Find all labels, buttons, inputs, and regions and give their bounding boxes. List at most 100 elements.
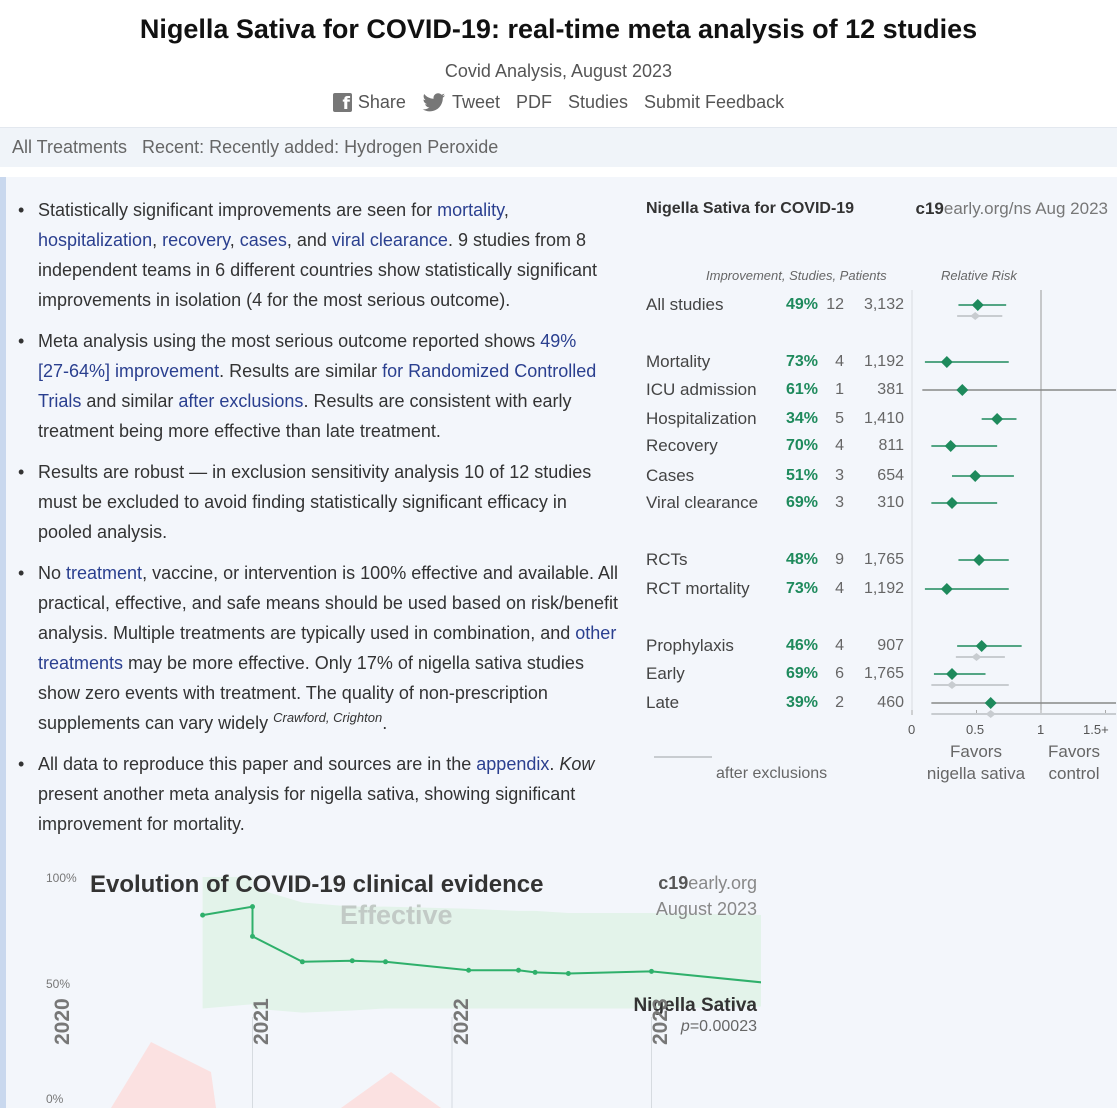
forest-svg (654, 290, 1116, 758)
year-2021: 2021 (250, 998, 273, 1045)
forest-plot: Nigella Sativa for COVID-19 c19early.org… (646, 195, 1116, 783)
forest-row-studies: 12 (826, 296, 844, 313)
series-point-7 (516, 967, 521, 973)
link-treatment[interactable]: treatment (66, 563, 143, 583)
bullet-significant-improvements: Statistically significant improvements a… (16, 195, 621, 315)
forest-row-label[interactable]: Late (646, 693, 680, 712)
year-2023: 2023 (649, 998, 672, 1045)
all-treatments-link[interactable]: All Treatments (12, 137, 128, 157)
link-rct[interactable]: for Randomized Controlled Trials (38, 361, 597, 411)
series-point-4 (349, 958, 355, 964)
page-header: Nigella Sativa for COVID-19: real-time m… (0, 0, 1117, 127)
studies-link[interactable]: Studies (567, 92, 629, 112)
ineffective-region (111, 1042, 216, 1108)
forest-row-label[interactable]: RCTs (646, 550, 688, 569)
evolution-title: Evolution of COVID-19 clinical evidence (90, 871, 544, 898)
bullet-text: No (38, 563, 67, 583)
tweet-button[interactable]: Tweet (422, 92, 500, 113)
forest-row-label[interactable]: RCT mortality (646, 579, 750, 598)
excl-point-11 (985, 710, 996, 718)
kow-reference[interactable]: Kow (559, 754, 595, 774)
bullet-text: Statistically significant improvements a… (38, 200, 438, 220)
forest-site[interactable]: c19early.org/ns Aug 2023 (915, 199, 1108, 219)
bullet-text: and similar (81, 391, 179, 411)
favors-right-2: control (1048, 764, 1100, 783)
twitter-icon (422, 92, 446, 111)
forest-row-label[interactable]: Viral clearance (646, 493, 759, 512)
excl-point-10 (946, 681, 957, 689)
series-line (202, 905, 761, 984)
citation[interactable]: Crawford, Crighton (273, 710, 383, 725)
bullet-robustness: Results are robust — in exclusion sensit… (16, 457, 621, 547)
point-estimate-9 (975, 640, 988, 652)
forest-row-label[interactable]: Mortality (646, 352, 711, 371)
point-estimate-11 (984, 697, 997, 709)
forest-row-improvement: 39% (786, 694, 819, 711)
submit-feedback-link[interactable]: Submit Feedback (644, 92, 785, 112)
forest-row-label[interactable]: Cases (646, 466, 695, 485)
forest-row-patients: 907 (877, 637, 904, 654)
forest-row-patients: 1,765 (863, 551, 904, 568)
excl-point-9 (971, 653, 982, 661)
forest-row-label[interactable]: All studies (646, 295, 724, 314)
forest-row-label[interactable]: Early (646, 664, 685, 683)
abstract-section: Statistically significant improvements a… (0, 177, 1117, 1108)
link-cases[interactable]: cases (239, 230, 287, 250)
forest-row-label[interactable]: ICU admission (646, 380, 757, 399)
confidence-band (202, 877, 761, 1013)
link-improvement[interactable]: 49% [27‑64%] improvement (38, 331, 577, 381)
link-mortality[interactable]: mortality (437, 200, 504, 220)
forest-row-improvement: 69% (786, 665, 819, 682)
link-after-exclusions[interactable]: after exclusions (178, 391, 304, 411)
favors-left-1: Favors (950, 742, 1002, 761)
series-point-2 (250, 933, 255, 939)
link-recovery[interactable]: recovery (162, 230, 230, 250)
evo-site-bold: c19 (658, 873, 689, 893)
forest-row-label[interactable]: Hospitalization (646, 409, 757, 428)
forest-row-patients: 381 (877, 381, 904, 398)
forest-row-improvement: 61% (786, 381, 819, 398)
facebook-icon (332, 93, 352, 114)
series-point-10 (649, 968, 654, 974)
recent-link[interactable]: Recent: Recently added: Hydrogen Peroxid… (142, 137, 499, 157)
bullet-text: Results are robust — in exclusion sensit… (38, 462, 592, 542)
forest-row-studies: 3 (835, 494, 844, 511)
evo-site-rest: early.org (688, 873, 757, 893)
bullet-text: . 9 studies from 8 independent teams in … (38, 230, 597, 310)
point-estimate-7 (973, 554, 986, 566)
page-subtitle: Covid Analysis, August 2023 (444, 61, 673, 81)
forest-row-improvement: 73% (786, 580, 819, 597)
point-estimate-1 (940, 356, 953, 368)
point-estimate-0 (971, 299, 984, 311)
forest-title: Nigella Sativa for COVID-19 (646, 200, 855, 217)
y-label-100: 100% (46, 871, 77, 885)
pdf-link[interactable]: PDF (515, 92, 552, 112)
col-head-left: Improvement, Studies, Patients (706, 268, 887, 283)
favors-control-label: Favors control (1034, 741, 1114, 785)
link-other-treatments[interactable]: other treatments (38, 623, 617, 673)
link-hospitalization[interactable]: hospitalization (38, 230, 153, 250)
p-number: =0.00023 (689, 1018, 757, 1035)
bullet-text: Meta analysis using the most serious out… (38, 331, 541, 351)
forest-row-studies: 4 (835, 437, 844, 454)
bullet-text: . Results are similar (219, 361, 383, 381)
share-button[interactable]: Share (332, 92, 406, 114)
series-name: Nigella Sativa (633, 995, 757, 1016)
evolution-site: c19early.org August 2023 (656, 870, 757, 922)
series-point-0 (200, 912, 206, 918)
forest-row-improvement: 48% (786, 551, 819, 568)
link-viral-clearance[interactable]: viral clearance (331, 230, 448, 250)
forest-row-studies: 4 (835, 353, 844, 370)
forest-row-label[interactable]: Prophylaxis (646, 636, 734, 655)
forest-row-studies: 6 (835, 665, 844, 682)
forest-row-patients: 1,192 (863, 353, 904, 370)
forest-row-patients: 460 (877, 694, 904, 711)
favors-right-1: Favors (1048, 742, 1100, 761)
bullet-no-treatment: No treatment, vaccine, or intervention i… (16, 558, 621, 738)
link-appendix[interactable]: appendix (476, 754, 550, 774)
forest-row-patients: 811 (878, 437, 904, 454)
forest-row-label[interactable]: Recovery (646, 436, 718, 455)
series-point-8 (532, 969, 538, 975)
y-label-0: 0% (46, 1092, 64, 1106)
ineffective-region (341, 1072, 441, 1108)
